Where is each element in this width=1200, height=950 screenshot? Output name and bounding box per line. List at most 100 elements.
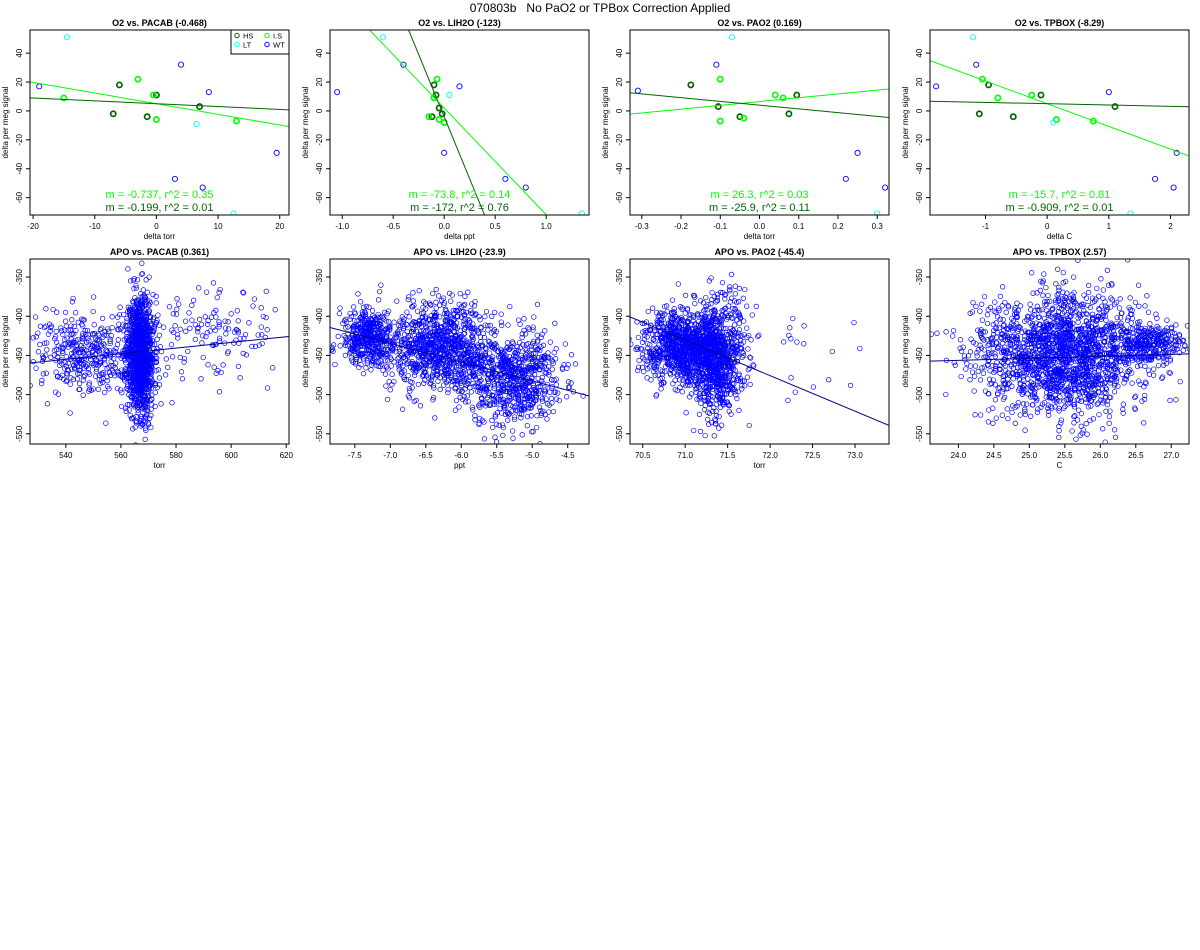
data-point bbox=[472, 298, 478, 305]
data-point-is bbox=[716, 117, 724, 125]
data-point bbox=[509, 339, 516, 345]
legend-marker bbox=[234, 41, 240, 48]
data-point bbox=[83, 347, 90, 354]
data-point bbox=[40, 355, 47, 362]
data-point bbox=[213, 307, 219, 313]
x-tick-label: 71.5 bbox=[720, 451, 736, 460]
data-point bbox=[176, 301, 182, 307]
data-point bbox=[501, 403, 507, 409]
data-point-is bbox=[435, 116, 443, 124]
data-point bbox=[126, 307, 133, 313]
data-point bbox=[109, 324, 115, 331]
data-point bbox=[498, 319, 504, 325]
chart-panel-2: O2 vs. LIH2O (-123)-1.0 -0.5 0.0 0.5 1.0-60-… bbox=[301, 18, 590, 241]
data-point bbox=[427, 381, 433, 387]
data-point bbox=[142, 385, 148, 391]
data-point bbox=[642, 328, 648, 334]
data-point bbox=[140, 370, 147, 376]
data-point bbox=[391, 359, 397, 365]
y-tick-label: -450 bbox=[15, 347, 24, 364]
data-point-is bbox=[716, 75, 724, 83]
data-point bbox=[520, 404, 526, 411]
data-point bbox=[657, 316, 663, 323]
chart-title: O2 vs. TPBOX (-8.29) bbox=[1015, 18, 1105, 28]
data-point bbox=[532, 364, 538, 370]
x-tick-label: 0.0 bbox=[439, 222, 451, 231]
data-point bbox=[369, 308, 376, 314]
data-point bbox=[217, 286, 223, 293]
data-point bbox=[552, 356, 559, 362]
legend-marker bbox=[264, 41, 270, 48]
data-point bbox=[435, 378, 441, 384]
data-point bbox=[500, 396, 507, 403]
data-point bbox=[580, 393, 586, 399]
data-point bbox=[430, 397, 436, 403]
data-point bbox=[430, 290, 436, 297]
data-point bbox=[411, 372, 418, 378]
data-point bbox=[347, 310, 353, 317]
data-point bbox=[139, 422, 146, 428]
data-point bbox=[187, 325, 193, 331]
data-point bbox=[445, 378, 451, 384]
data-point bbox=[664, 361, 670, 367]
data-point bbox=[500, 432, 506, 439]
data-point bbox=[448, 325, 454, 331]
x-tick-label: -6.0 bbox=[454, 451, 468, 460]
y-tick-label: -400 bbox=[615, 308, 624, 325]
data-point bbox=[132, 400, 138, 406]
data-point bbox=[504, 357, 510, 363]
data-point bbox=[441, 363, 448, 370]
data-point bbox=[93, 357, 99, 363]
data-point bbox=[192, 336, 198, 343]
data-point bbox=[510, 403, 516, 410]
data-point bbox=[453, 397, 460, 404]
data-point bbox=[67, 381, 73, 387]
data-point bbox=[69, 339, 75, 345]
data-point bbox=[174, 306, 180, 312]
x-tick-label: -4.5 bbox=[561, 451, 575, 460]
data-point bbox=[146, 379, 152, 385]
data-point bbox=[142, 436, 148, 443]
data-point bbox=[139, 260, 145, 266]
data-point bbox=[212, 327, 218, 333]
data-point bbox=[675, 323, 681, 329]
data-point bbox=[409, 385, 415, 391]
data-point bbox=[510, 435, 516, 441]
data-point bbox=[115, 327, 122, 333]
data-point bbox=[109, 314, 115, 320]
fit-annotation: m = -0.909, r^2 = 0.01 bbox=[1006, 202, 1114, 214]
data-point bbox=[145, 388, 151, 395]
data-point bbox=[352, 310, 358, 317]
data-point bbox=[270, 365, 276, 371]
data-point bbox=[237, 375, 243, 381]
data-point-hs bbox=[143, 113, 151, 121]
data-point bbox=[155, 312, 161, 318]
data-point bbox=[44, 401, 51, 407]
y-tick-label: 40 bbox=[615, 48, 624, 57]
y-axis-label: delta per meg signal bbox=[301, 86, 310, 158]
data-point bbox=[140, 287, 147, 293]
data-point bbox=[457, 290, 463, 297]
data-point bbox=[526, 352, 532, 359]
data-point bbox=[431, 324, 437, 331]
data-point bbox=[532, 351, 539, 357]
data-point bbox=[457, 327, 463, 334]
data-point bbox=[403, 321, 409, 327]
data-point bbox=[181, 359, 187, 365]
data-point bbox=[72, 310, 79, 316]
data-point bbox=[80, 348, 86, 354]
data-point bbox=[156, 322, 162, 328]
x-axis-label: delta torr bbox=[744, 232, 776, 241]
data-point bbox=[431, 326, 437, 333]
data-point-lt bbox=[446, 91, 453, 99]
data-point-is bbox=[1052, 116, 1060, 124]
plot-area bbox=[334, 30, 585, 215]
data-point bbox=[156, 332, 163, 338]
data-point bbox=[506, 373, 512, 379]
data-point bbox=[497, 394, 504, 400]
data-point bbox=[736, 407, 742, 414]
y-tick-label: -40 bbox=[615, 162, 624, 174]
data-point bbox=[251, 296, 258, 302]
data-point bbox=[360, 370, 367, 377]
data-point-is bbox=[740, 114, 748, 122]
